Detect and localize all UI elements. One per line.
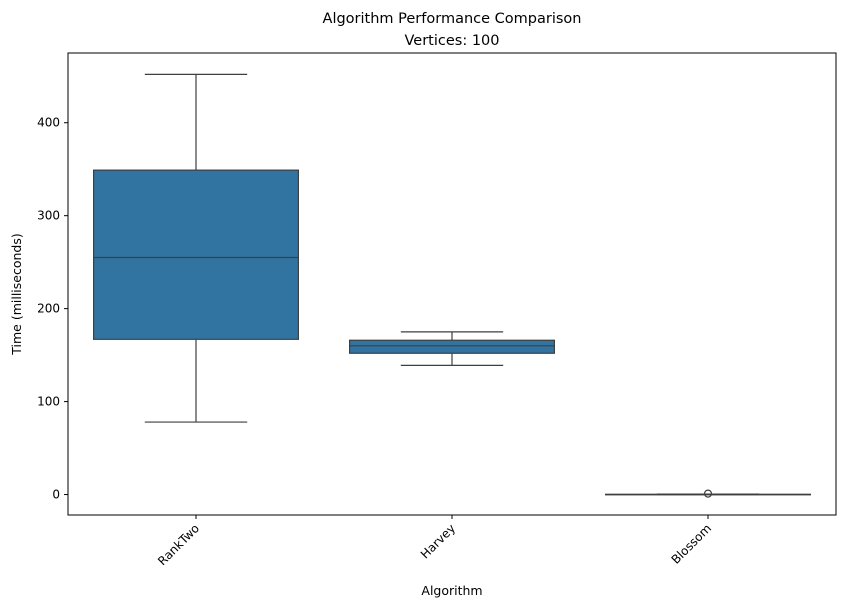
outlier-point bbox=[703, 489, 713, 498]
chart-title: Algorithm Performance Comparison bbox=[323, 11, 582, 27]
x-tick-label: RankTwo bbox=[155, 521, 202, 568]
y-tick-label: 100 bbox=[37, 395, 60, 409]
y-tick-label: 300 bbox=[37, 209, 60, 223]
y-tick-label: 0 bbox=[52, 488, 60, 502]
x-axis-label: Algorithm bbox=[421, 583, 482, 598]
box-iqr bbox=[349, 339, 556, 354]
y-tick-label: 200 bbox=[37, 302, 60, 316]
box-iqr bbox=[92, 169, 300, 340]
chart-subtitle: Vertices: 100 bbox=[404, 33, 499, 49]
x-tick-label: Harvey bbox=[418, 521, 458, 561]
box-blossom bbox=[604, 489, 811, 498]
y-axis-label: Time (milliseconds) bbox=[9, 233, 24, 355]
y-tick-label: 400 bbox=[37, 116, 60, 130]
box-ranktwo bbox=[92, 73, 300, 423]
x-tick-label: Blossom bbox=[669, 521, 715, 567]
plot-area: 0 100 200 300 400 RankTwo Harvey Blossom bbox=[37, 52, 837, 568]
box-harvey bbox=[349, 331, 556, 366]
